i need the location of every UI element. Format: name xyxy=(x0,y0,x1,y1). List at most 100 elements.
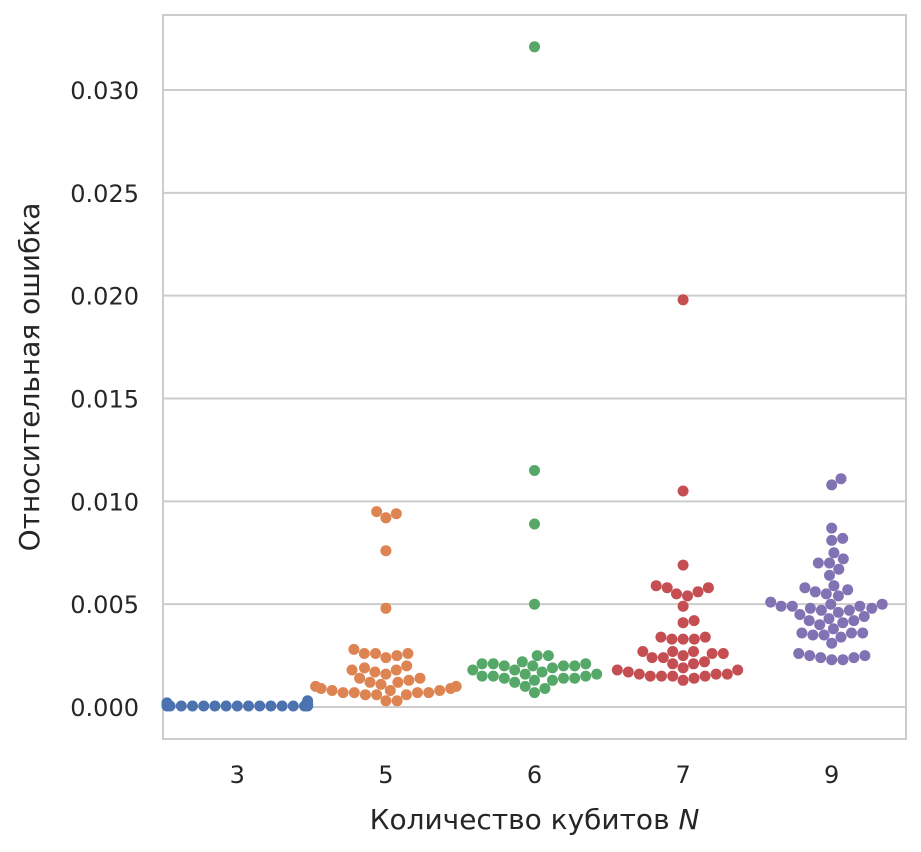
data-point-n9 xyxy=(804,602,816,614)
data-point-n5 xyxy=(337,687,349,699)
data-point-n7 xyxy=(656,670,667,682)
data-point-n7 xyxy=(661,582,673,594)
data-point-n7 xyxy=(655,631,667,643)
data-point-n5 xyxy=(358,648,370,659)
data-point-n7 xyxy=(666,633,678,645)
data-point-n5 xyxy=(380,695,392,707)
data-point-n3 xyxy=(302,695,314,707)
data-point-n7 xyxy=(622,666,634,678)
data-point-n7 xyxy=(688,615,700,627)
data-point-n7 xyxy=(688,658,699,670)
data-point-n6 xyxy=(547,674,558,686)
x-tick-label: 6 xyxy=(527,761,542,789)
data-point-n3 xyxy=(161,697,173,709)
data-point-n9 xyxy=(786,600,798,612)
data-point-n7 xyxy=(667,646,679,657)
y-tick-label: 0.005 xyxy=(70,591,139,619)
data-point-n9 xyxy=(848,652,860,664)
data-point-n3 xyxy=(276,700,288,712)
data-point-n7 xyxy=(699,631,711,643)
data-point-n3 xyxy=(254,700,266,712)
data-point-n9 xyxy=(848,615,860,627)
data-point-n7 xyxy=(667,670,679,682)
data-point-n5 xyxy=(402,648,414,659)
data-point-n3 xyxy=(265,700,277,712)
data-point-n6 xyxy=(529,465,540,476)
data-point-n7 xyxy=(611,664,623,676)
x-tick-label: 3 xyxy=(230,761,245,789)
data-point-n9 xyxy=(815,652,827,664)
data-point-n3 xyxy=(209,700,221,712)
data-point-n7 xyxy=(699,656,710,668)
data-point-n9 xyxy=(803,615,815,627)
data-point-n9 xyxy=(858,611,870,622)
data-point-n5 xyxy=(371,506,383,518)
data-point-n9 xyxy=(804,650,816,662)
data-point-n7 xyxy=(677,633,689,645)
data-point-n9 xyxy=(837,532,849,544)
data-point-n9 xyxy=(835,631,847,643)
data-point-n9 xyxy=(854,600,866,612)
data-point-n7 xyxy=(677,600,689,612)
data-point-n9 xyxy=(826,534,838,546)
y-tick-label: 0.015 xyxy=(70,386,139,414)
data-point-n6 xyxy=(539,683,551,694)
data-point-n6 xyxy=(467,664,479,676)
data-point-n6 xyxy=(531,650,543,662)
data-point-n7 xyxy=(688,672,700,684)
data-point-n7 xyxy=(671,588,682,600)
data-point-n9 xyxy=(812,557,824,569)
data-point-n7 xyxy=(677,559,689,571)
data-point-n9 xyxy=(876,598,888,610)
data-point-n5 xyxy=(364,676,376,688)
data-point-n5 xyxy=(434,685,446,696)
data-point-n9 xyxy=(866,602,878,614)
y-tick-labels: 0.000 0.005 0.010 0.015 0.020 0.025 0.030 xyxy=(70,77,139,722)
data-point-n6 xyxy=(476,670,488,682)
x-axis-label-text: Количество кубитов xyxy=(370,803,670,836)
y-tick-label: 0.010 xyxy=(70,488,139,516)
data-point-n5 xyxy=(380,668,392,680)
x-axis-label: Количество кубитов N xyxy=(370,803,700,836)
data-point-n7 xyxy=(692,586,704,598)
data-point-n6 xyxy=(529,41,540,53)
data-point-n6 xyxy=(529,518,540,530)
data-point-n5 xyxy=(354,672,366,684)
data-point-n6 xyxy=(580,658,592,670)
x-axis-label-variable: N xyxy=(678,803,699,836)
data-point-n9 xyxy=(818,629,830,641)
data-point-n3 xyxy=(175,700,187,712)
data-point-n6 xyxy=(558,672,569,684)
data-point-n9 xyxy=(826,637,838,649)
data-point-n7 xyxy=(677,485,689,497)
data-point-n9 xyxy=(837,553,849,565)
data-point-n6 xyxy=(487,670,499,682)
data-point-n7 xyxy=(667,658,679,670)
data-point-n5 xyxy=(326,685,338,696)
y-tick-label: 0.025 xyxy=(70,180,139,208)
data-point-n3 xyxy=(243,700,254,712)
data-point-n6 xyxy=(536,666,548,678)
data-point-n9 xyxy=(807,629,819,641)
data-point-n6 xyxy=(527,660,539,672)
data-point-n6 xyxy=(529,687,540,699)
data-point-n9 xyxy=(837,654,849,666)
data-point-n5 xyxy=(450,680,462,692)
data-point-n9 xyxy=(815,604,827,616)
data-point-n7 xyxy=(677,650,689,662)
data-point-n6 xyxy=(498,660,510,672)
data-point-n6 xyxy=(529,598,540,610)
plot-frame xyxy=(162,14,907,740)
data-point-n3 xyxy=(220,700,232,712)
data-point-n6 xyxy=(569,672,581,684)
data-point-n9 xyxy=(793,648,805,659)
data-point-n9 xyxy=(842,584,854,596)
data-point-n9 xyxy=(794,609,806,620)
data-point-n7 xyxy=(633,668,645,680)
data-point-n5 xyxy=(412,687,423,699)
data-point-n5 xyxy=(401,660,413,672)
data-point-n9 xyxy=(775,600,787,612)
data-point-n5 xyxy=(310,680,322,692)
data-point-n6 xyxy=(547,662,558,674)
data-point-n9 xyxy=(832,590,844,602)
